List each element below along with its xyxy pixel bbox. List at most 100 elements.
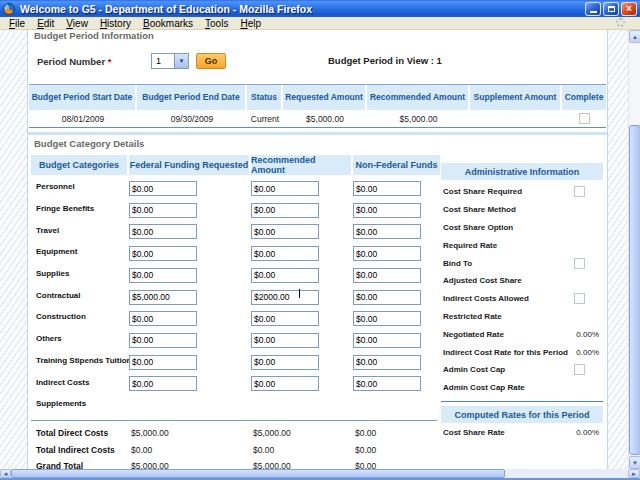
totals-divider — [31, 420, 437, 421]
table-row: Fringe Benefits — [31, 198, 440, 220]
text-cursor — [299, 289, 300, 298]
construction-federal-input[interactable] — [129, 311, 197, 326]
restore-button[interactable] — [603, 2, 619, 16]
window-titlebar: Welcome to G5 - Department of Education … — [0, 0, 640, 17]
list-item: Admin Cost Cap — [441, 361, 603, 379]
menu-view[interactable]: View — [60, 18, 94, 29]
minimize-button[interactable] — [585, 2, 601, 16]
personnel-federal-input[interactable] — [129, 181, 197, 196]
list-item: Restricted Rate — [441, 308, 603, 326]
list-item: Indirect Costs Allowed — [441, 290, 603, 308]
cost-share-required-checkbox[interactable] — [574, 186, 585, 197]
contractual-federal-input[interactable] — [129, 290, 197, 305]
bind-to-checkbox[interactable] — [574, 258, 585, 269]
col-requested: Requested Amount — [283, 85, 367, 110]
required-marker: * — [108, 56, 112, 67]
scroll-right-icon[interactable]: ► — [628, 469, 640, 478]
others-nonfederal-input[interactable] — [353, 333, 421, 348]
travel-recommended-input[interactable] — [251, 224, 319, 239]
close-icon: × — [626, 3, 632, 14]
training-federal-input[interactable] — [129, 355, 197, 370]
menu-history[interactable]: History — [94, 18, 137, 29]
horizontal-scrollbar[interactable]: ◄ ► — [0, 469, 640, 478]
scroll-down-icon[interactable]: ▼ — [629, 456, 640, 469]
menu-edit[interactable]: Edit — [31, 18, 60, 29]
col-supplement: Supplement Amount — [470, 85, 562, 110]
fringe-nonfederal-input[interactable] — [353, 203, 421, 218]
menu-tools[interactable]: Tools — [199, 18, 234, 29]
total-indirect-costs-row: Total Indirect Costs $0.00 $0.00 $0.00 — [31, 442, 440, 459]
vertical-scrollbar[interactable]: ▲ ▼ — [628, 30, 640, 469]
supplies-recommended-input[interactable] — [251, 268, 319, 283]
firefox-icon — [3, 3, 15, 15]
list-item: Cost Share Method — [441, 201, 603, 219]
construction-recommended-input[interactable] — [251, 311, 319, 326]
col-recommended: Recommended Amount — [367, 85, 470, 110]
table-row: Indirect Costs — [31, 371, 440, 393]
col-recommended-amount: Recommended Amount — [251, 155, 353, 175]
page-content: Budget Period Information Period Number … — [27, 30, 608, 469]
period-table-row: 08/01/2009 09/30/2009 Current $5,000.00 … — [29, 110, 606, 128]
horizontal-scrollbar-thumb[interactable] — [11, 469, 505, 478]
close-button[interactable]: × — [621, 2, 637, 16]
category-rows: Personnel Fringe Benefits Travel Equipme… — [31, 176, 440, 415]
contractual-recommended-input[interactable] — [251, 290, 319, 305]
list-item: Negotiated Rate 0.00% — [441, 325, 603, 343]
training-nonfederal-input[interactable] — [353, 355, 421, 370]
travel-federal-input[interactable] — [129, 224, 197, 239]
list-item: Indirect Cost Rate for this Period 0.00% — [441, 343, 603, 361]
others-federal-input[interactable] — [129, 333, 197, 348]
table-row: Contractual — [31, 284, 440, 306]
travel-nonfederal-input[interactable] — [353, 224, 421, 239]
table-row: Construction — [31, 306, 440, 328]
computed-rates-header: Computed Rates for this Period — [441, 406, 603, 423]
admin-info-rows: Cost Share Required Cost Share Method Co… — [441, 183, 603, 397]
period-number-select[interactable]: 1 ▼ — [151, 53, 189, 69]
indirect-costs-allowed-checkbox[interactable] — [574, 293, 585, 304]
table-row: Travel — [31, 219, 440, 241]
scroll-left-icon[interactable]: ◄ — [0, 469, 11, 478]
personnel-recommended-input[interactable] — [251, 181, 319, 196]
supplies-nonfederal-input[interactable] — [353, 268, 421, 283]
requested-value: $5,000.00 — [283, 114, 367, 124]
go-button[interactable]: Go — [196, 53, 226, 69]
admin-cost-cap-checkbox[interactable] — [574, 364, 585, 375]
menu-file[interactable]: File — [3, 18, 31, 29]
table-row: Equipment — [31, 241, 440, 263]
list-item: Cost Share Option — [441, 219, 603, 237]
complete-checkbox[interactable] — [579, 113, 590, 124]
table-row: Supplements — [31, 393, 440, 415]
chevron-down-icon[interactable]: ▼ — [174, 54, 188, 68]
fringe-federal-input[interactable] — [129, 203, 197, 218]
equipment-federal-input[interactable] — [129, 246, 197, 261]
end-date-value: 09/30/2009 — [137, 114, 247, 124]
list-item: Bind To — [441, 254, 603, 272]
table-row: Training Stipends Tuition — [31, 350, 440, 372]
col-budget-categories: Budget Categories — [31, 155, 129, 175]
admin-divider — [441, 401, 603, 402]
menu-help[interactable]: Help — [234, 18, 267, 29]
section-divider — [28, 132, 607, 135]
training-recommended-input[interactable] — [251, 355, 319, 370]
period-table-header: Budget Period Start Date Budget Period E… — [29, 84, 606, 110]
fringe-recommended-input[interactable] — [251, 203, 319, 218]
contractual-nonfederal-input[interactable] — [353, 290, 421, 305]
indirect-federal-input[interactable] — [129, 376, 197, 391]
others-recommended-input[interactable] — [251, 333, 319, 348]
list-item: Adjusted Cost Share — [441, 272, 603, 290]
indirect-recommended-input[interactable] — [251, 376, 319, 391]
cost-share-rate-row: Cost Share Rate 0.00% — [441, 428, 603, 437]
construction-nonfederal-input[interactable] — [353, 311, 421, 326]
total-direct-costs-row: Total Direct Costs $5,000.00 $5,000.00 $… — [31, 425, 440, 442]
equipment-recommended-input[interactable] — [251, 246, 319, 261]
vertical-scrollbar-thumb[interactable] — [629, 125, 640, 455]
menu-bookmarks[interactable]: Bookmarks — [137, 18, 199, 29]
totals-rows: Total Direct Costs $5,000.00 $5,000.00 $… — [31, 425, 440, 469]
scroll-up-icon[interactable]: ▲ — [629, 30, 640, 43]
personnel-nonfederal-input[interactable] — [353, 181, 421, 196]
supplies-federal-input[interactable] — [129, 268, 197, 283]
table-row: Personnel — [31, 176, 440, 198]
minimize-icon — [590, 11, 597, 13]
indirect-nonfederal-input[interactable] — [353, 376, 421, 391]
equipment-nonfederal-input[interactable] — [353, 246, 421, 261]
